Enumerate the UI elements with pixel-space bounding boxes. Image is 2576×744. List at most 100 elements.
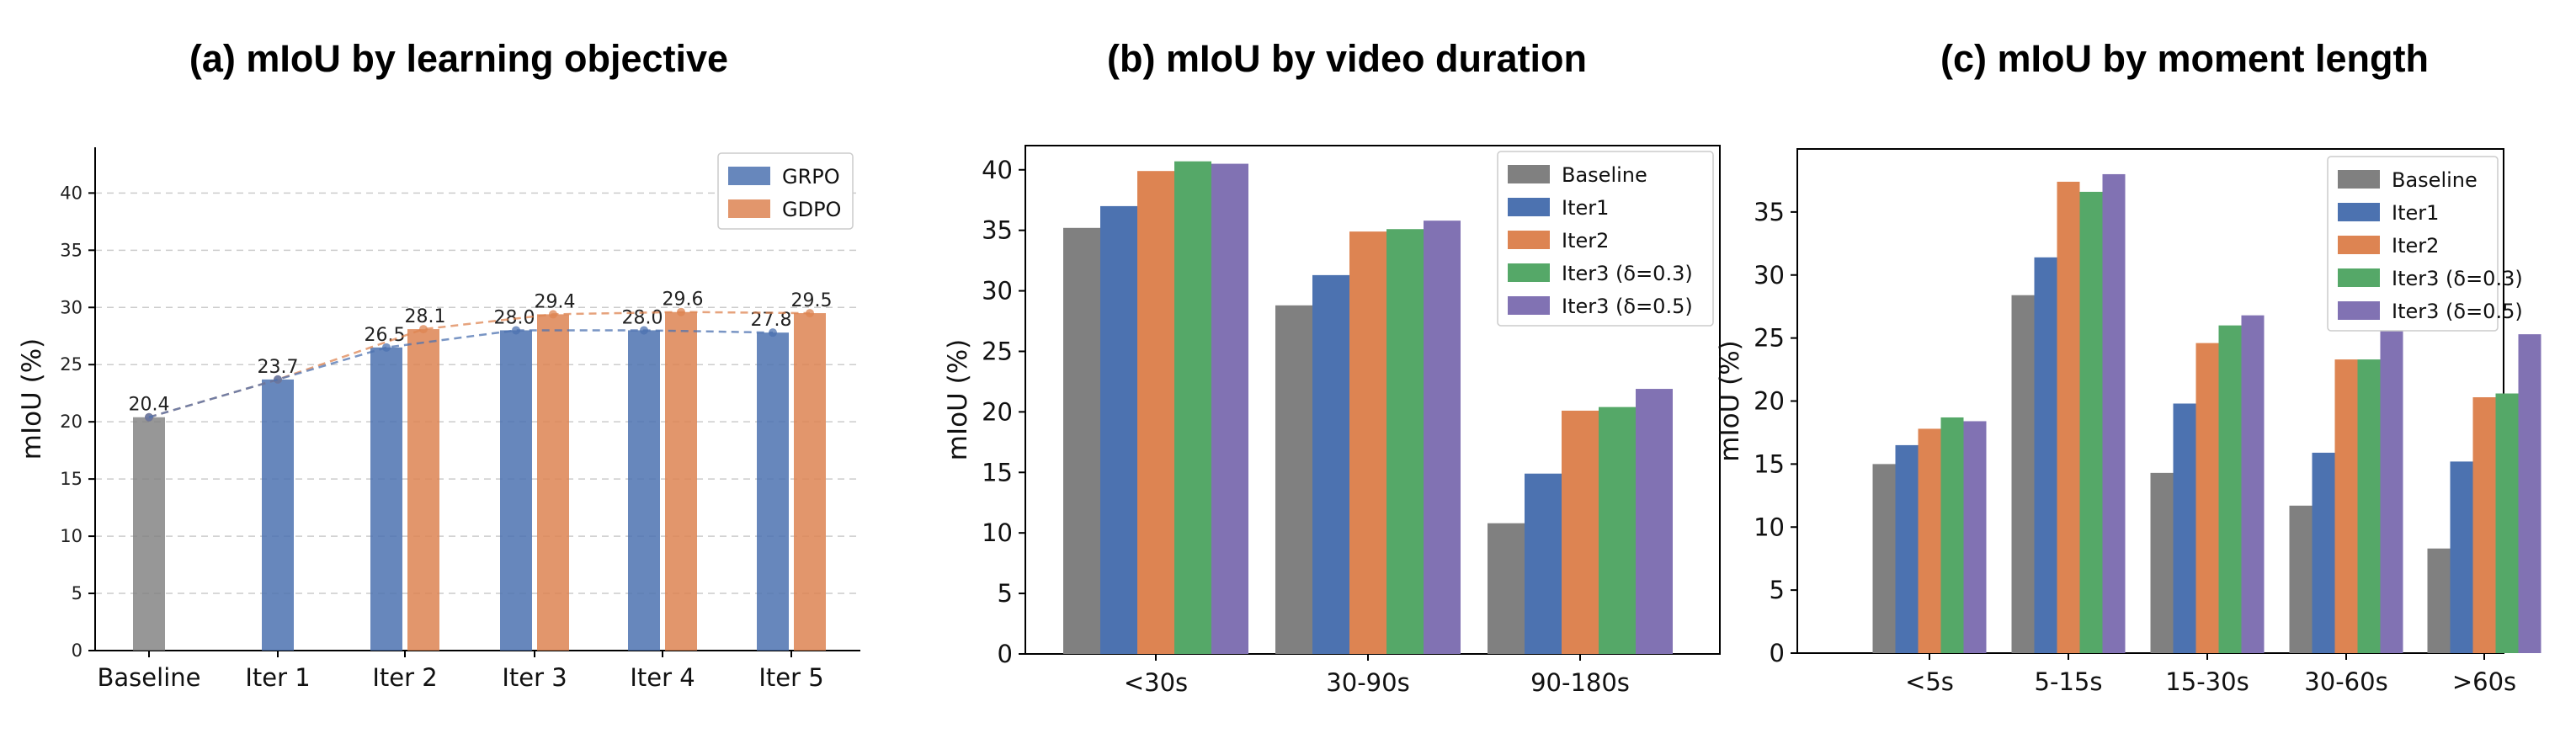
c-legend-label: Baseline	[2392, 168, 2478, 192]
c-legend-label: Iter1	[2392, 201, 2439, 225]
c-ytick-label: 35	[1754, 198, 1785, 226]
c-ytick-label: 10	[1754, 513, 1785, 541]
c-bar	[2034, 257, 2057, 653]
chart-b: 0 5 10 15 20 25 30 35 40 mIoU (%) <30s 30-90s 90-180…	[943, 145, 1721, 697]
b-bar	[1312, 274, 1349, 654]
c-bar	[2472, 397, 2496, 653]
a-trend-grpo-point	[512, 326, 520, 335]
b-ytick-label: 35	[982, 216, 1013, 245]
c-bar	[2173, 403, 2196, 653]
c-bar	[2011, 295, 2035, 653]
a-y-axis-label: mIoU (%)	[17, 338, 47, 460]
c-bar	[2427, 548, 2451, 653]
b-legend-label: Iter3 (δ=0.5)	[1562, 295, 1693, 318]
chart-b-title: (b) mIoU by video duration	[1107, 37, 1587, 80]
a-ytick-label: 35	[60, 240, 82, 260]
c-bar	[2289, 505, 2313, 653]
a-legend-label: GDPO	[782, 198, 841, 221]
b-legend-label: Iter3 (δ=0.3)	[1562, 262, 1693, 285]
a-bar-grpo	[500, 330, 532, 651]
a-bar-baseline	[133, 417, 165, 651]
chart-a-title: (a) mIoU by learning objective	[189, 37, 728, 80]
c-bar	[2380, 294, 2403, 653]
a-bar-gdpo	[794, 313, 826, 651]
b-bar	[1349, 231, 1386, 654]
a-data-label: 29.6	[663, 290, 704, 311]
c-legend-swatch	[2338, 268, 2380, 287]
b-legend-swatch	[1508, 165, 1550, 183]
b-bar	[1174, 161, 1211, 654]
b-bar	[1100, 205, 1137, 654]
a-trend-grpo-point	[769, 328, 777, 337]
a-ytick-label: 10	[60, 526, 82, 546]
a-xtick-label: Iter 2	[372, 663, 437, 692]
c-bar	[2079, 191, 2103, 654]
a-bar-grpo	[757, 332, 789, 651]
b-xtick-label: 90-180s	[1530, 668, 1630, 697]
c-bar	[2195, 343, 2219, 653]
b-bar	[1562, 410, 1599, 654]
c-legend-swatch	[2338, 203, 2380, 221]
c-bar	[2312, 452, 2335, 653]
b-xtick-label: 30-90s	[1326, 668, 1409, 697]
b-bar	[1599, 407, 1636, 654]
a-data-label: 29.4	[535, 291, 576, 312]
a-trend-grpo-point	[382, 343, 391, 352]
b-bar	[1488, 523, 1525, 654]
c-legend	[2327, 156, 2499, 332]
c-bar	[1895, 444, 1919, 653]
a-bar-gdpo	[537, 314, 569, 651]
c-bar	[1918, 428, 1941, 653]
b-ytick-label: 10	[982, 518, 1013, 547]
c-ytick-label: 0	[1770, 639, 1785, 667]
c-bar	[2334, 359, 2358, 653]
b-bar	[1525, 473, 1562, 654]
b-legend-label: Iter1	[1562, 196, 1609, 220]
c-y-axis-label: mIoU (%)	[1715, 340, 1745, 462]
c-bar	[2102, 173, 2126, 653]
b-ytick-label: 30	[982, 277, 1013, 306]
b-legend-swatch	[1508, 198, 1550, 216]
c-bar	[2518, 334, 2541, 653]
a-trend-gdpo-point	[806, 309, 814, 318]
a-xtick-label: Iter 4	[630, 663, 695, 692]
c-legend-swatch	[2338, 170, 2380, 189]
c-bar	[1963, 421, 1987, 653]
b-legend-label: Baseline	[1562, 163, 1647, 187]
a-ytick-label: 25	[60, 354, 82, 375]
b-ytick-label: 0	[998, 640, 1013, 668]
c-xtick-label: 15-30s	[2165, 667, 2249, 696]
a-bar-gdpo	[407, 329, 439, 651]
a-xtick-label: Iter 3	[502, 663, 567, 692]
a-bar-grpo	[628, 330, 660, 651]
c-legend-swatch	[2338, 301, 2380, 320]
b-ytick-label: 25	[982, 337, 1013, 365]
b-legend-swatch	[1508, 231, 1550, 249]
c-xtick-label: <5s	[1905, 667, 1954, 696]
a-bar-grpo	[370, 347, 402, 651]
chart-c: 0 5 10 15 20 25 30 35 mIoU (%) <5s 5-15s 15-30s 30-6…	[1715, 148, 2541, 696]
a-bar-gdpo	[665, 311, 697, 651]
c-bar	[2218, 325, 2242, 653]
a-ytick-label: 40	[60, 183, 82, 203]
c-bar	[2495, 393, 2519, 653]
c-legend-label: Iter3 (δ=0.5)	[2392, 300, 2523, 323]
c-bar	[2241, 315, 2265, 653]
a-legend-label: GRPO	[782, 165, 840, 189]
c-bar	[2057, 181, 2080, 653]
a-data-label: 28.0	[622, 307, 663, 328]
a-xtick-label: Iter 1	[245, 663, 310, 692]
c-bar	[2357, 359, 2381, 653]
a-trend-grpo-point	[640, 326, 648, 335]
c-ytick-label: 30	[1754, 261, 1785, 290]
c-bar	[2450, 461, 2473, 653]
b-bar	[1063, 227, 1100, 654]
a-bar-grpo	[262, 379, 294, 651]
b-bar	[1137, 171, 1174, 654]
c-xtick-label: >60s	[2452, 667, 2516, 696]
a-ytick-label: 5	[72, 583, 82, 603]
b-bar	[1386, 229, 1424, 654]
c-xtick-label: 30-60s	[2304, 667, 2387, 696]
chart-a: 0 5 10 15 20 25 30 35 40 mIoU (%) 20.4 Baseline 23.7…	[17, 147, 860, 692]
